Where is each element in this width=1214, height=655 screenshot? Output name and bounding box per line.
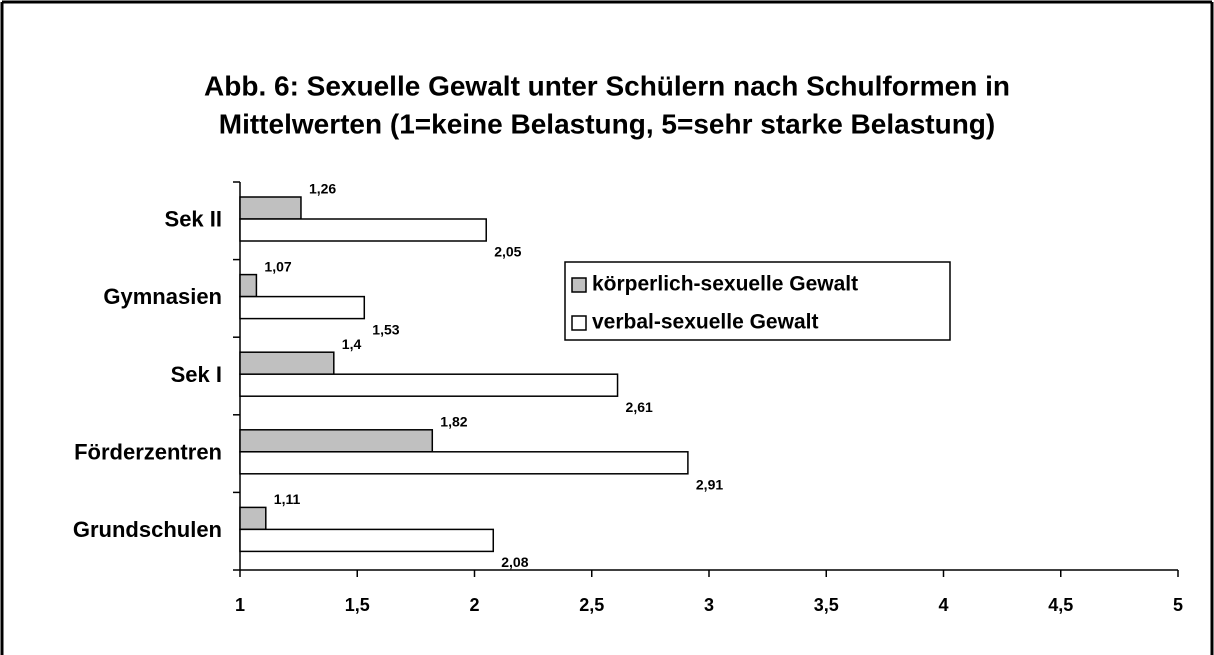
bar: [239, 351, 335, 375]
bar: [239, 528, 495, 553]
x-tick-label: 4: [938, 595, 948, 615]
value-label: 1,53: [372, 321, 399, 337]
legend-swatch: [571, 315, 587, 331]
x-tick-label: 3: [704, 595, 714, 615]
bar: [239, 429, 434, 453]
value-label: 2,05: [494, 244, 521, 260]
legend-label: verbal-sexuelle Gewalt: [592, 311, 818, 334]
y-tick-label: Förderzentren: [74, 439, 222, 464]
legend-box: [564, 261, 951, 341]
value-label: 1,82: [440, 414, 467, 430]
x-tick-label: 4,5: [1048, 595, 1073, 615]
chart-title: Abb. 6: Sexuelle Gewalt unter Schülern n…: [204, 70, 1010, 101]
y-tick-label: Grundschulen: [73, 517, 222, 542]
legend-label: körperlich-sexuelle Gewalt: [592, 273, 858, 296]
x-tick-label: 1,5: [345, 595, 370, 615]
x-tick-label: 5: [1173, 595, 1183, 615]
y-tick-label: Sek I: [171, 362, 222, 387]
legend-swatch: [571, 277, 587, 293]
bar: [239, 451, 689, 475]
y-tick-label: Sek II: [165, 207, 222, 232]
bar: [239, 273, 258, 298]
chart-title: Mittelwerten (1=keine Belastung, 5=sehr …: [219, 108, 995, 139]
value-label: 2,91: [696, 477, 723, 493]
value-label: 2,08: [501, 554, 528, 570]
x-tick-label: 2: [469, 595, 479, 615]
x-tick-label: 2,5: [579, 595, 604, 615]
value-label: 1,07: [264, 258, 291, 274]
value-label: 2,61: [626, 399, 653, 415]
y-tick-label: Gymnasien: [103, 284, 222, 309]
value-label: 1,4: [342, 336, 362, 352]
bar: [239, 506, 267, 531]
value-label: 1,26: [309, 181, 336, 197]
bar: [239, 196, 302, 220]
x-tick-label: 1: [235, 595, 245, 615]
bar: [239, 218, 487, 242]
value-label: 1,11: [274, 491, 301, 507]
bar: [239, 373, 619, 397]
x-tick-label: 3,5: [814, 595, 839, 615]
bar: [239, 295, 366, 320]
